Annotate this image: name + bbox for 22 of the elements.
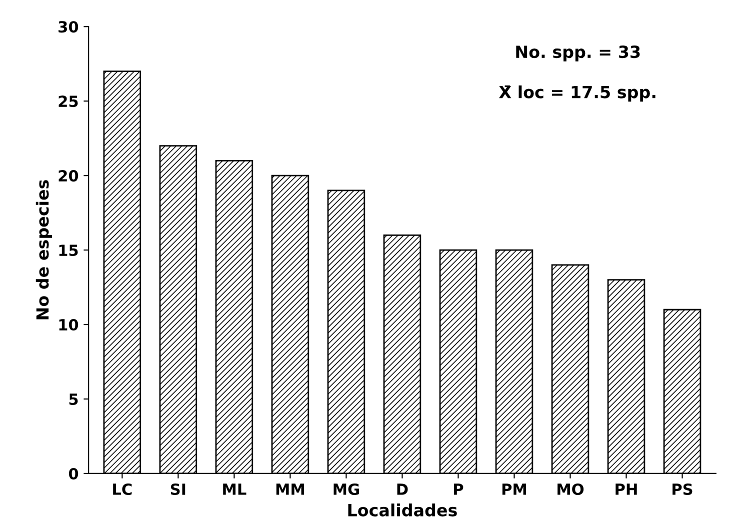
x-tick-label: MO: [558, 483, 584, 496]
y-tick-label: 30: [58, 21, 78, 33]
x-axis-title: Localidades: [348, 504, 457, 516]
y-tick-label: 15: [59, 244, 78, 256]
x-tick-label: P: [454, 484, 464, 495]
x-tick-label: MM: [276, 484, 304, 495]
y-tick-label: 5: [69, 394, 78, 406]
x-tick-label: D: [397, 484, 408, 495]
x-tick-label: ML: [223, 484, 246, 495]
x-tick-label: LC: [113, 483, 132, 496]
x-tick-label: SI: [170, 483, 186, 496]
x-tick-label: MG: [334, 483, 359, 496]
x-tick-label: PM: [502, 484, 526, 495]
y-tick-label: 0: [68, 468, 78, 480]
y-tick-label: 20: [58, 170, 78, 182]
x-tick-label: PH: [616, 484, 637, 495]
annotation: No. spp. = 33: [516, 46, 640, 62]
y-tick-label: 10: [59, 318, 78, 331]
y-axis-title: No de especies: [36, 180, 52, 320]
y-tick-label: 25: [58, 96, 78, 108]
x-tick-label: PS: [672, 483, 692, 496]
annotation: X̄ loc = 17.5 spp.: [499, 85, 656, 102]
